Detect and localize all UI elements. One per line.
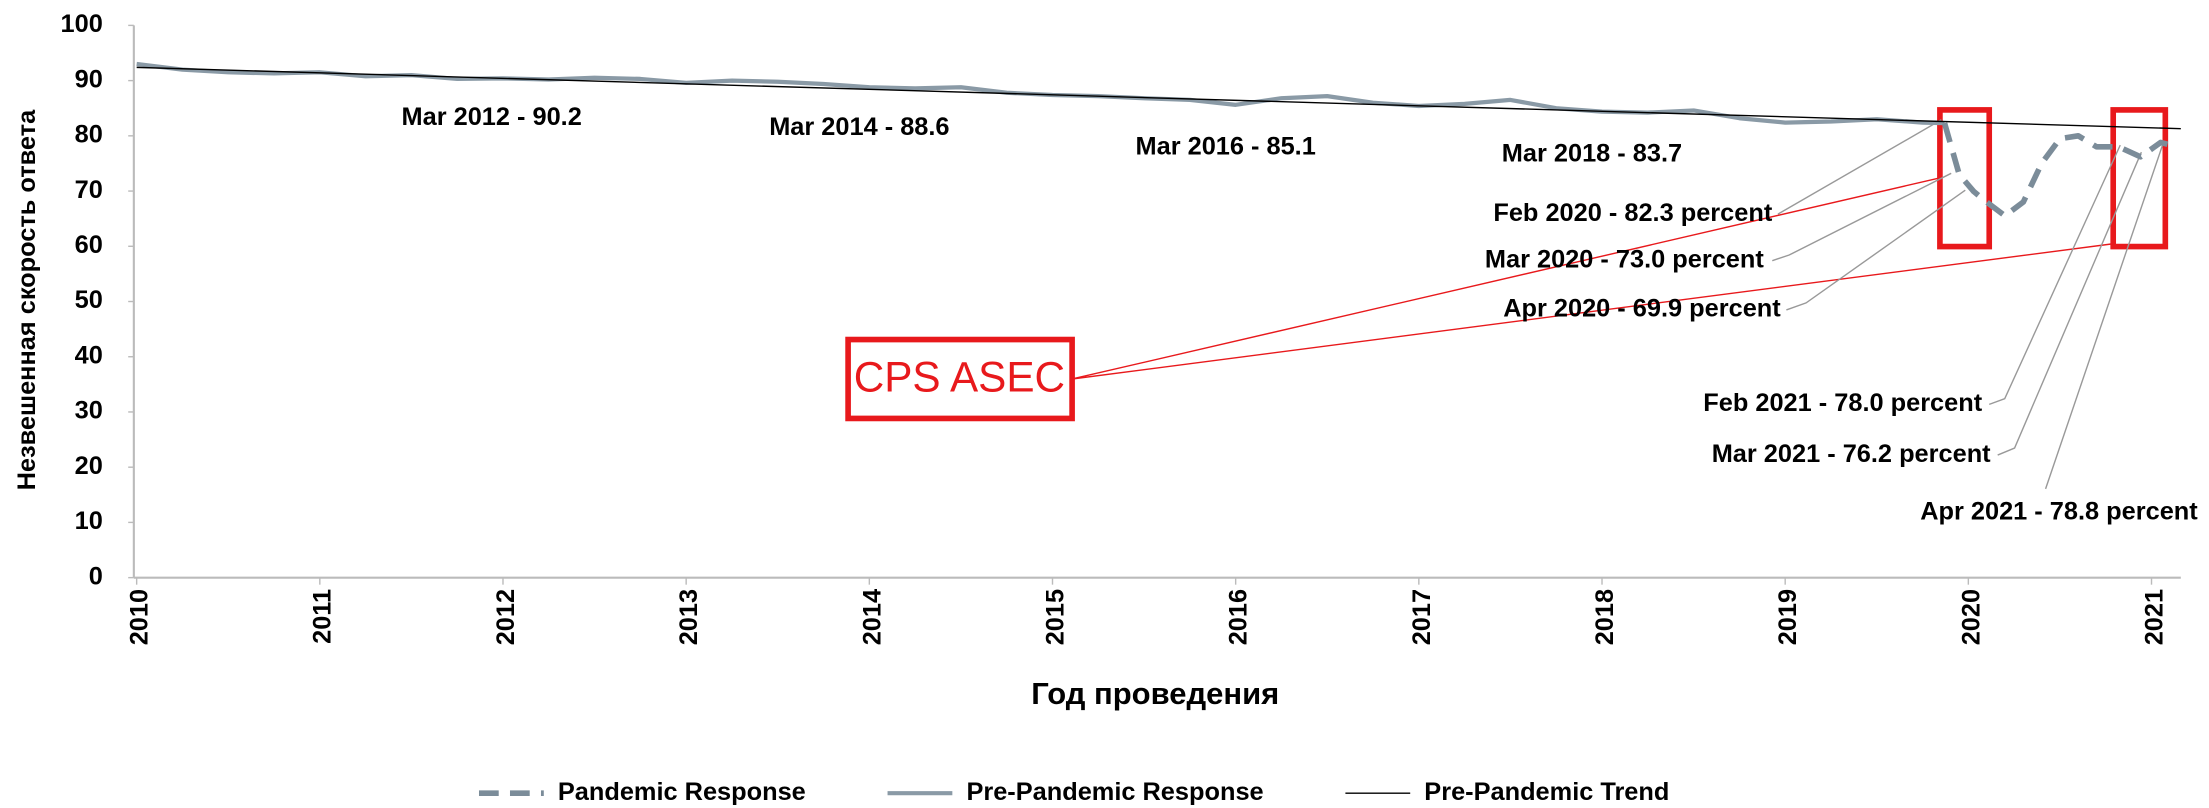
leader-line <box>1786 189 1966 311</box>
x-tick-label: 2016 <box>1225 589 1253 645</box>
leader-line <box>1988 144 2121 406</box>
callout-line <box>1071 176 1942 380</box>
series-line <box>1941 122 2175 219</box>
y-tick-label: 80 <box>75 121 103 149</box>
x-tick-label: 2014 <box>858 589 886 645</box>
annotation: Mar 2012 - 90.2 <box>401 103 581 131</box>
y-tick-label: 100 <box>61 10 103 38</box>
annotation: Feb 2021 - 78.0 percent <box>1703 389 1982 417</box>
x-tick-label: 2011 <box>309 589 337 644</box>
leader-line <box>2044 144 2164 490</box>
x-tick-label: 2015 <box>1041 589 1069 645</box>
x-tick-label: 2019 <box>1774 589 1802 645</box>
annotation: Feb 2020 - 82.3 percent <box>1493 199 1772 227</box>
x-tick-label: 2010 <box>126 589 154 645</box>
y-tick-label: 40 <box>75 341 103 369</box>
y-tick-label: 20 <box>75 452 103 480</box>
x-tick-label: 2018 <box>1591 589 1619 645</box>
callout-line <box>1072 243 2114 380</box>
annotation: Mar 2020 - 73.0 percent <box>1485 245 1764 273</box>
annotation: Mar 2014 - 88.6 <box>769 113 949 141</box>
highlight-box <box>2110 107 2169 250</box>
y-tick-label: 70 <box>75 176 103 204</box>
legend-label: Pre-Pandemic Response <box>966 778 1263 806</box>
leader-line <box>1997 151 2143 456</box>
x-tick-label: 2021 <box>2140 589 2168 645</box>
y-tick-label: 90 <box>75 65 103 93</box>
annotation: Mar 2016 - 85.1 <box>1135 133 1315 161</box>
legend-label: Pre-Pandemic Trend <box>1424 778 1669 806</box>
y-tick-label: 0 <box>89 562 103 590</box>
legend-label: Pandemic Response <box>558 778 806 806</box>
x-axis-title: Год проведения <box>1031 676 1279 711</box>
series-line <box>136 66 2181 130</box>
y-tick-label: 50 <box>75 286 103 314</box>
x-tick-label: 2012 <box>492 589 520 645</box>
annotation: Apr 2020 - 69.9 percent <box>1503 295 1781 323</box>
y-tick-label: 10 <box>75 507 103 535</box>
x-tick-label: 2017 <box>1408 589 1436 645</box>
callout-label: CPS ASEC <box>854 354 1065 401</box>
annotation: Mar 2018 - 83.7 <box>1502 140 1682 168</box>
y-axis-title: Незвешенная скорость ответа <box>13 109 41 490</box>
x-tick-label: 2020 <box>1957 589 1985 645</box>
y-tick-label: 30 <box>75 397 103 425</box>
annotation: Mar 2021 - 76.2 percent <box>1712 440 1991 468</box>
y-tick-label: 60 <box>75 231 103 259</box>
leader-line <box>1772 172 1952 262</box>
x-tick-label: 2013 <box>675 589 703 645</box>
leader-lines <box>1772 119 2164 490</box>
leader-line <box>1777 119 1942 215</box>
annotation: Apr 2021 - 78.8 percent <box>1920 498 2198 526</box>
